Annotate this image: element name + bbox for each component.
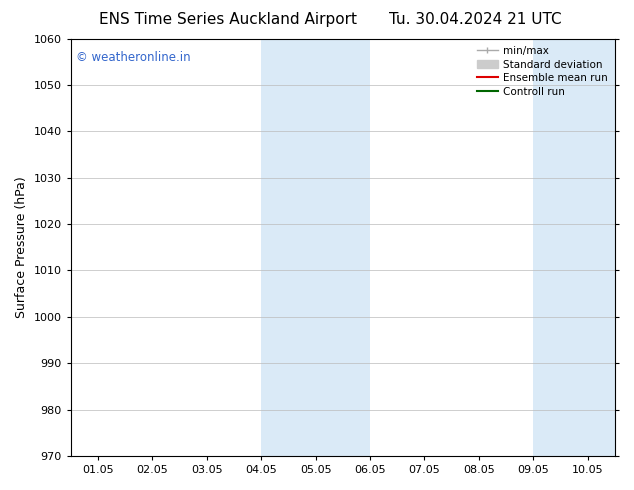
Y-axis label: Surface Pressure (hPa): Surface Pressure (hPa) (15, 176, 28, 318)
Legend: min/max, Standard deviation, Ensemble mean run, Controll run: min/max, Standard deviation, Ensemble me… (472, 42, 612, 101)
Bar (261, 39, 370, 456)
Text: ENS Time Series Auckland Airport: ENS Time Series Auckland Airport (100, 12, 357, 27)
Bar (533, 39, 615, 456)
Text: © weatheronline.in: © weatheronline.in (76, 51, 191, 64)
Text: Tu. 30.04.2024 21 UTC: Tu. 30.04.2024 21 UTC (389, 12, 562, 27)
